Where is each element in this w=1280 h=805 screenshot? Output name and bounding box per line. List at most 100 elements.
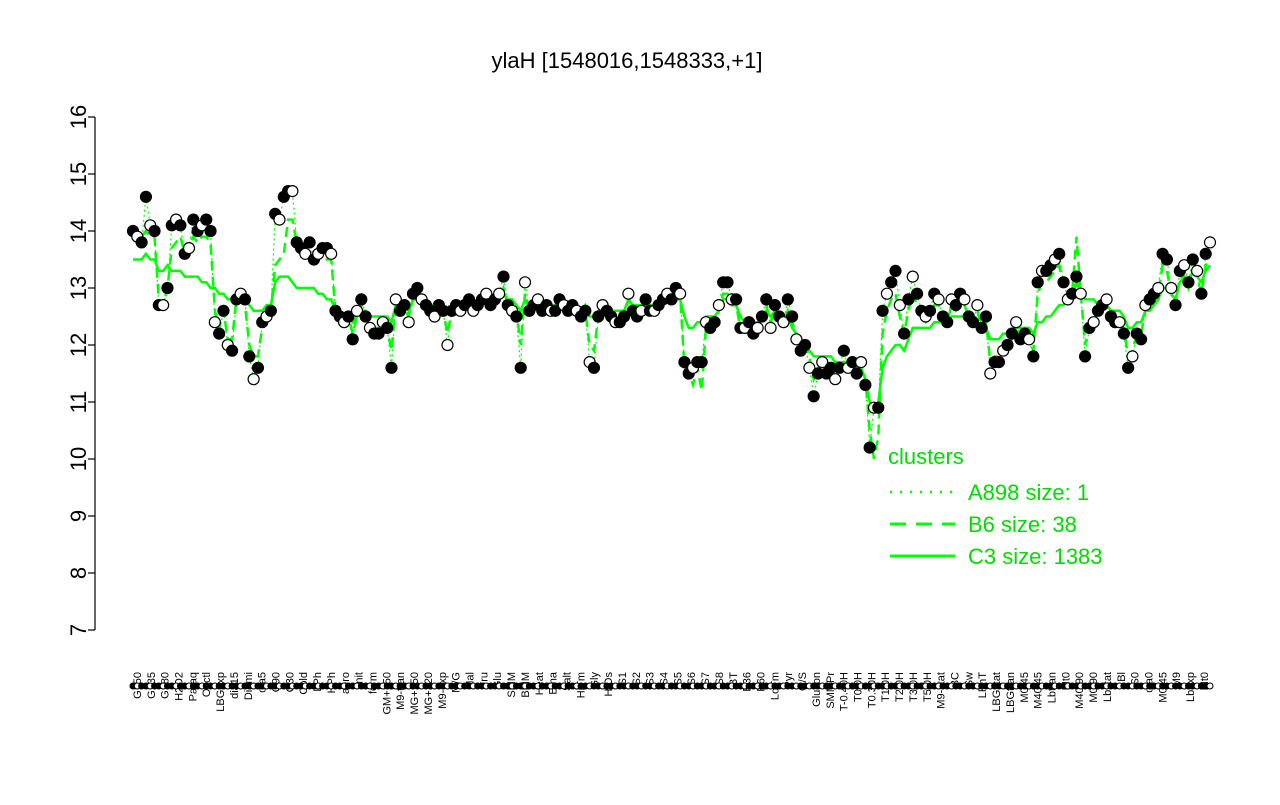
data-point <box>798 338 812 352</box>
data-point <box>742 316 756 329</box>
data-point <box>493 287 506 300</box>
data-point <box>923 304 937 317</box>
x-tick-label: Bl <box>1116 672 1128 682</box>
data-point <box>398 299 411 312</box>
data-point <box>712 299 725 312</box>
x-tick-label: MG+150 <box>409 672 421 715</box>
data-point <box>910 287 924 300</box>
data-point <box>510 310 523 323</box>
x-tick-label: S5 <box>672 672 684 685</box>
data-point <box>549 304 562 317</box>
data-point <box>1186 253 1199 266</box>
data-point <box>932 293 945 306</box>
data-point <box>1078 350 1092 363</box>
y-axis: 7 8 9 10 11 12 13 14 15 16 <box>66 105 96 636</box>
data-point <box>1057 276 1070 289</box>
x-tick-label: M/G <box>451 672 463 693</box>
x-tick-label: M9-stat <box>936 672 948 709</box>
x-tick-label: nit <box>354 672 366 684</box>
data-point <box>975 321 988 334</box>
data-point <box>148 224 161 238</box>
data-point <box>678 356 691 369</box>
data-point <box>402 316 415 329</box>
data-point <box>238 293 252 306</box>
data-point <box>760 293 773 306</box>
x-tick-label: M9-exp <box>437 672 449 709</box>
x-tick-label: S2 <box>631 672 643 685</box>
data-point <box>497 270 510 283</box>
data-point <box>1195 287 1208 300</box>
x-tick-label: GM+150 <box>381 672 393 715</box>
data-point <box>1122 361 1135 374</box>
data-point <box>979 310 993 323</box>
series-a898-line <box>132 190 1211 448</box>
y-tick-label: 15 <box>66 162 91 186</box>
data-point <box>342 310 355 323</box>
y-tick-label: 9 <box>66 510 91 522</box>
data-point <box>730 293 743 306</box>
data-point <box>204 224 217 238</box>
data-point <box>587 361 601 374</box>
y-tick-label: 12 <box>66 333 91 357</box>
legend-entry-b6: B6 size: 38 <box>968 512 1077 537</box>
data-point <box>1005 327 1018 340</box>
data-point <box>372 327 385 340</box>
data-point <box>1203 236 1217 249</box>
x-tick-label: Glucon <box>811 672 823 707</box>
data-point <box>1027 350 1040 363</box>
x-tick-label: M9-tran <box>395 672 407 710</box>
data-point <box>829 373 842 386</box>
x-tick-label: T0.30H <box>866 672 878 708</box>
data-point <box>200 213 213 226</box>
data-point <box>859 378 872 391</box>
data-point <box>1178 259 1191 272</box>
data-point <box>381 321 394 334</box>
data-point <box>243 350 256 363</box>
x-tick-label: LBGtran <box>1005 672 1017 713</box>
data-point <box>665 293 678 306</box>
data-point <box>958 293 971 306</box>
x-tick-label: dia0 <box>1143 672 1155 693</box>
data-point <box>135 236 148 249</box>
data-point <box>1199 247 1212 260</box>
x-tick-label: S4 <box>658 672 670 685</box>
x-tick-label: S1 <box>617 672 629 685</box>
data-point <box>622 287 635 300</box>
data-point <box>755 310 769 323</box>
x-tick-label: MG+120 <box>423 672 435 715</box>
data-point <box>518 276 532 289</box>
data-point <box>893 299 906 312</box>
chart-title: ylaH [1548016,1548333,+1] <box>492 48 763 73</box>
series-b6-line <box>132 218 1211 460</box>
x-tick-label: T-0.40H <box>839 672 851 711</box>
data-point <box>428 310 441 323</box>
x-tick-label: C30 <box>284 672 296 692</box>
data-point <box>721 276 734 289</box>
x-axis: G150G135G180H2O2ParaqOxctlLBGexpdia15Dia… <box>129 671 1214 715</box>
x-tick-label: LBGstat <box>991 672 1003 712</box>
data-point <box>462 293 476 306</box>
data-point <box>850 367 863 380</box>
data-point <box>876 304 889 317</box>
data-point <box>971 299 984 312</box>
x-tick-label: S6 <box>686 672 698 685</box>
series-c3-line <box>133 251 1211 410</box>
data-point <box>790 333 803 346</box>
data-point <box>695 356 708 369</box>
data-point <box>777 316 790 329</box>
data-point <box>299 247 312 260</box>
x-rug-marker <box>1206 682 1214 690</box>
data-point <box>389 293 402 306</box>
data-point <box>781 293 794 306</box>
data-point <box>1053 247 1066 260</box>
data-point <box>949 299 962 312</box>
data-point <box>139 190 153 203</box>
x-tick-label: M40t45 <box>1033 672 1045 709</box>
data-point <box>807 390 820 403</box>
data-point <box>286 185 299 198</box>
data-point <box>837 344 850 357</box>
y-tick-label: 14 <box>66 219 91 243</box>
data-point <box>764 321 777 334</box>
data-point <box>1134 333 1148 346</box>
